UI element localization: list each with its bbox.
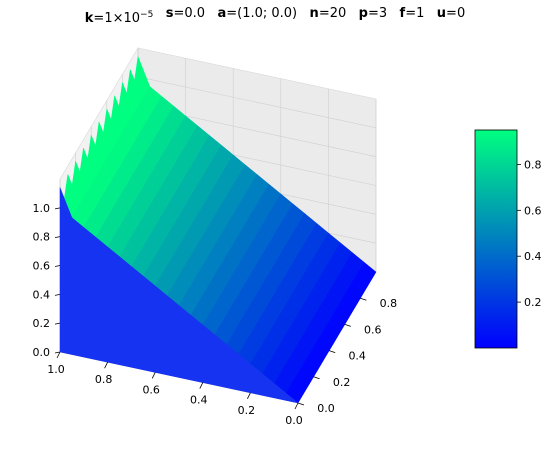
title-value-s: =0.0 xyxy=(173,6,205,21)
x-tick-label: 0.6 xyxy=(142,383,160,396)
y-tick-label: 0.8 xyxy=(380,297,398,310)
z-tick xyxy=(54,293,61,296)
x-tick-label: 1.0 xyxy=(47,363,65,376)
title-value-n: =20 xyxy=(319,6,346,21)
y-tick-label: 0.0 xyxy=(317,402,335,415)
x-tick xyxy=(104,362,108,369)
z-tick xyxy=(54,236,61,239)
y-tick xyxy=(360,297,367,301)
y-tick xyxy=(329,350,336,353)
y-tick xyxy=(313,376,320,380)
title-label-s: s xyxy=(166,6,174,21)
title-value-k: =1×10 xyxy=(93,11,140,26)
z-tick xyxy=(54,265,61,267)
title-label-f: f xyxy=(400,6,406,21)
z-tick-label: 0.2 xyxy=(33,317,51,330)
x-tick-label: 0.2 xyxy=(238,404,256,417)
colorbar-tick-label: 0.2 xyxy=(524,296,542,309)
y-tick-label: 0.4 xyxy=(348,350,366,363)
colorbar-tick-label: 0.8 xyxy=(524,158,542,171)
colorbar-tick-label: 0.4 xyxy=(524,250,542,263)
axis-ticks: 0.0 0.2 0.4 0.6 0.8 1.0 0.0 0.2 0.4 0.6 0.8 0.0 0.2 0… xyxy=(33,202,398,427)
title-sup-k: −5 xyxy=(140,10,153,20)
title-value-u: =0 xyxy=(446,6,465,21)
y-tick xyxy=(344,324,351,327)
title-label-k: k xyxy=(85,11,94,26)
title-label-p: p xyxy=(359,6,368,21)
colorbar: 0.2 0.4 0.6 0.8 xyxy=(474,129,542,349)
title-value-a: =(1.0; 0.0) xyxy=(226,6,297,21)
z-tick xyxy=(54,207,61,210)
x-tick-label: 0.4 xyxy=(190,394,208,407)
z-tick xyxy=(54,322,61,325)
title-label-n: n xyxy=(310,6,319,21)
chart-title: k=1×10−5 s=0.0 a=(1.0; 0.0) n=20 p=3 f=1… xyxy=(85,6,465,26)
z-tick-label: 0.4 xyxy=(33,288,51,301)
x-tick xyxy=(294,402,299,410)
x-tick-label: 0.8 xyxy=(95,373,113,386)
x-tick xyxy=(56,351,61,359)
colorbar-gradient xyxy=(474,129,518,349)
title-label-u: u xyxy=(437,6,446,21)
surface-plot xyxy=(59,55,377,404)
y-tick-label: 0.2 xyxy=(333,376,351,389)
z-tick-label: 0.6 xyxy=(33,260,51,273)
x-tick-label: 0.0 xyxy=(285,414,303,427)
z-tick-label: 0.8 xyxy=(33,231,51,244)
surface-front-face xyxy=(59,187,299,404)
x-tick xyxy=(247,392,251,399)
title-label-a: a xyxy=(217,6,226,21)
x-tick xyxy=(199,382,204,389)
colorbar-ticks: 0.2 0.4 0.6 0.8 xyxy=(517,158,542,309)
title-value-p: =3 xyxy=(368,6,387,21)
z-tick xyxy=(54,351,61,354)
colorbar-tick-label: 0.6 xyxy=(524,204,542,217)
z-tick-label: 1.0 xyxy=(33,202,51,215)
title-value-f: =1 xyxy=(405,6,424,21)
y-tick-label: 0.6 xyxy=(364,323,382,336)
y-tick xyxy=(297,402,305,406)
x-tick xyxy=(151,372,156,379)
z-tick-label: 0.0 xyxy=(33,346,51,359)
